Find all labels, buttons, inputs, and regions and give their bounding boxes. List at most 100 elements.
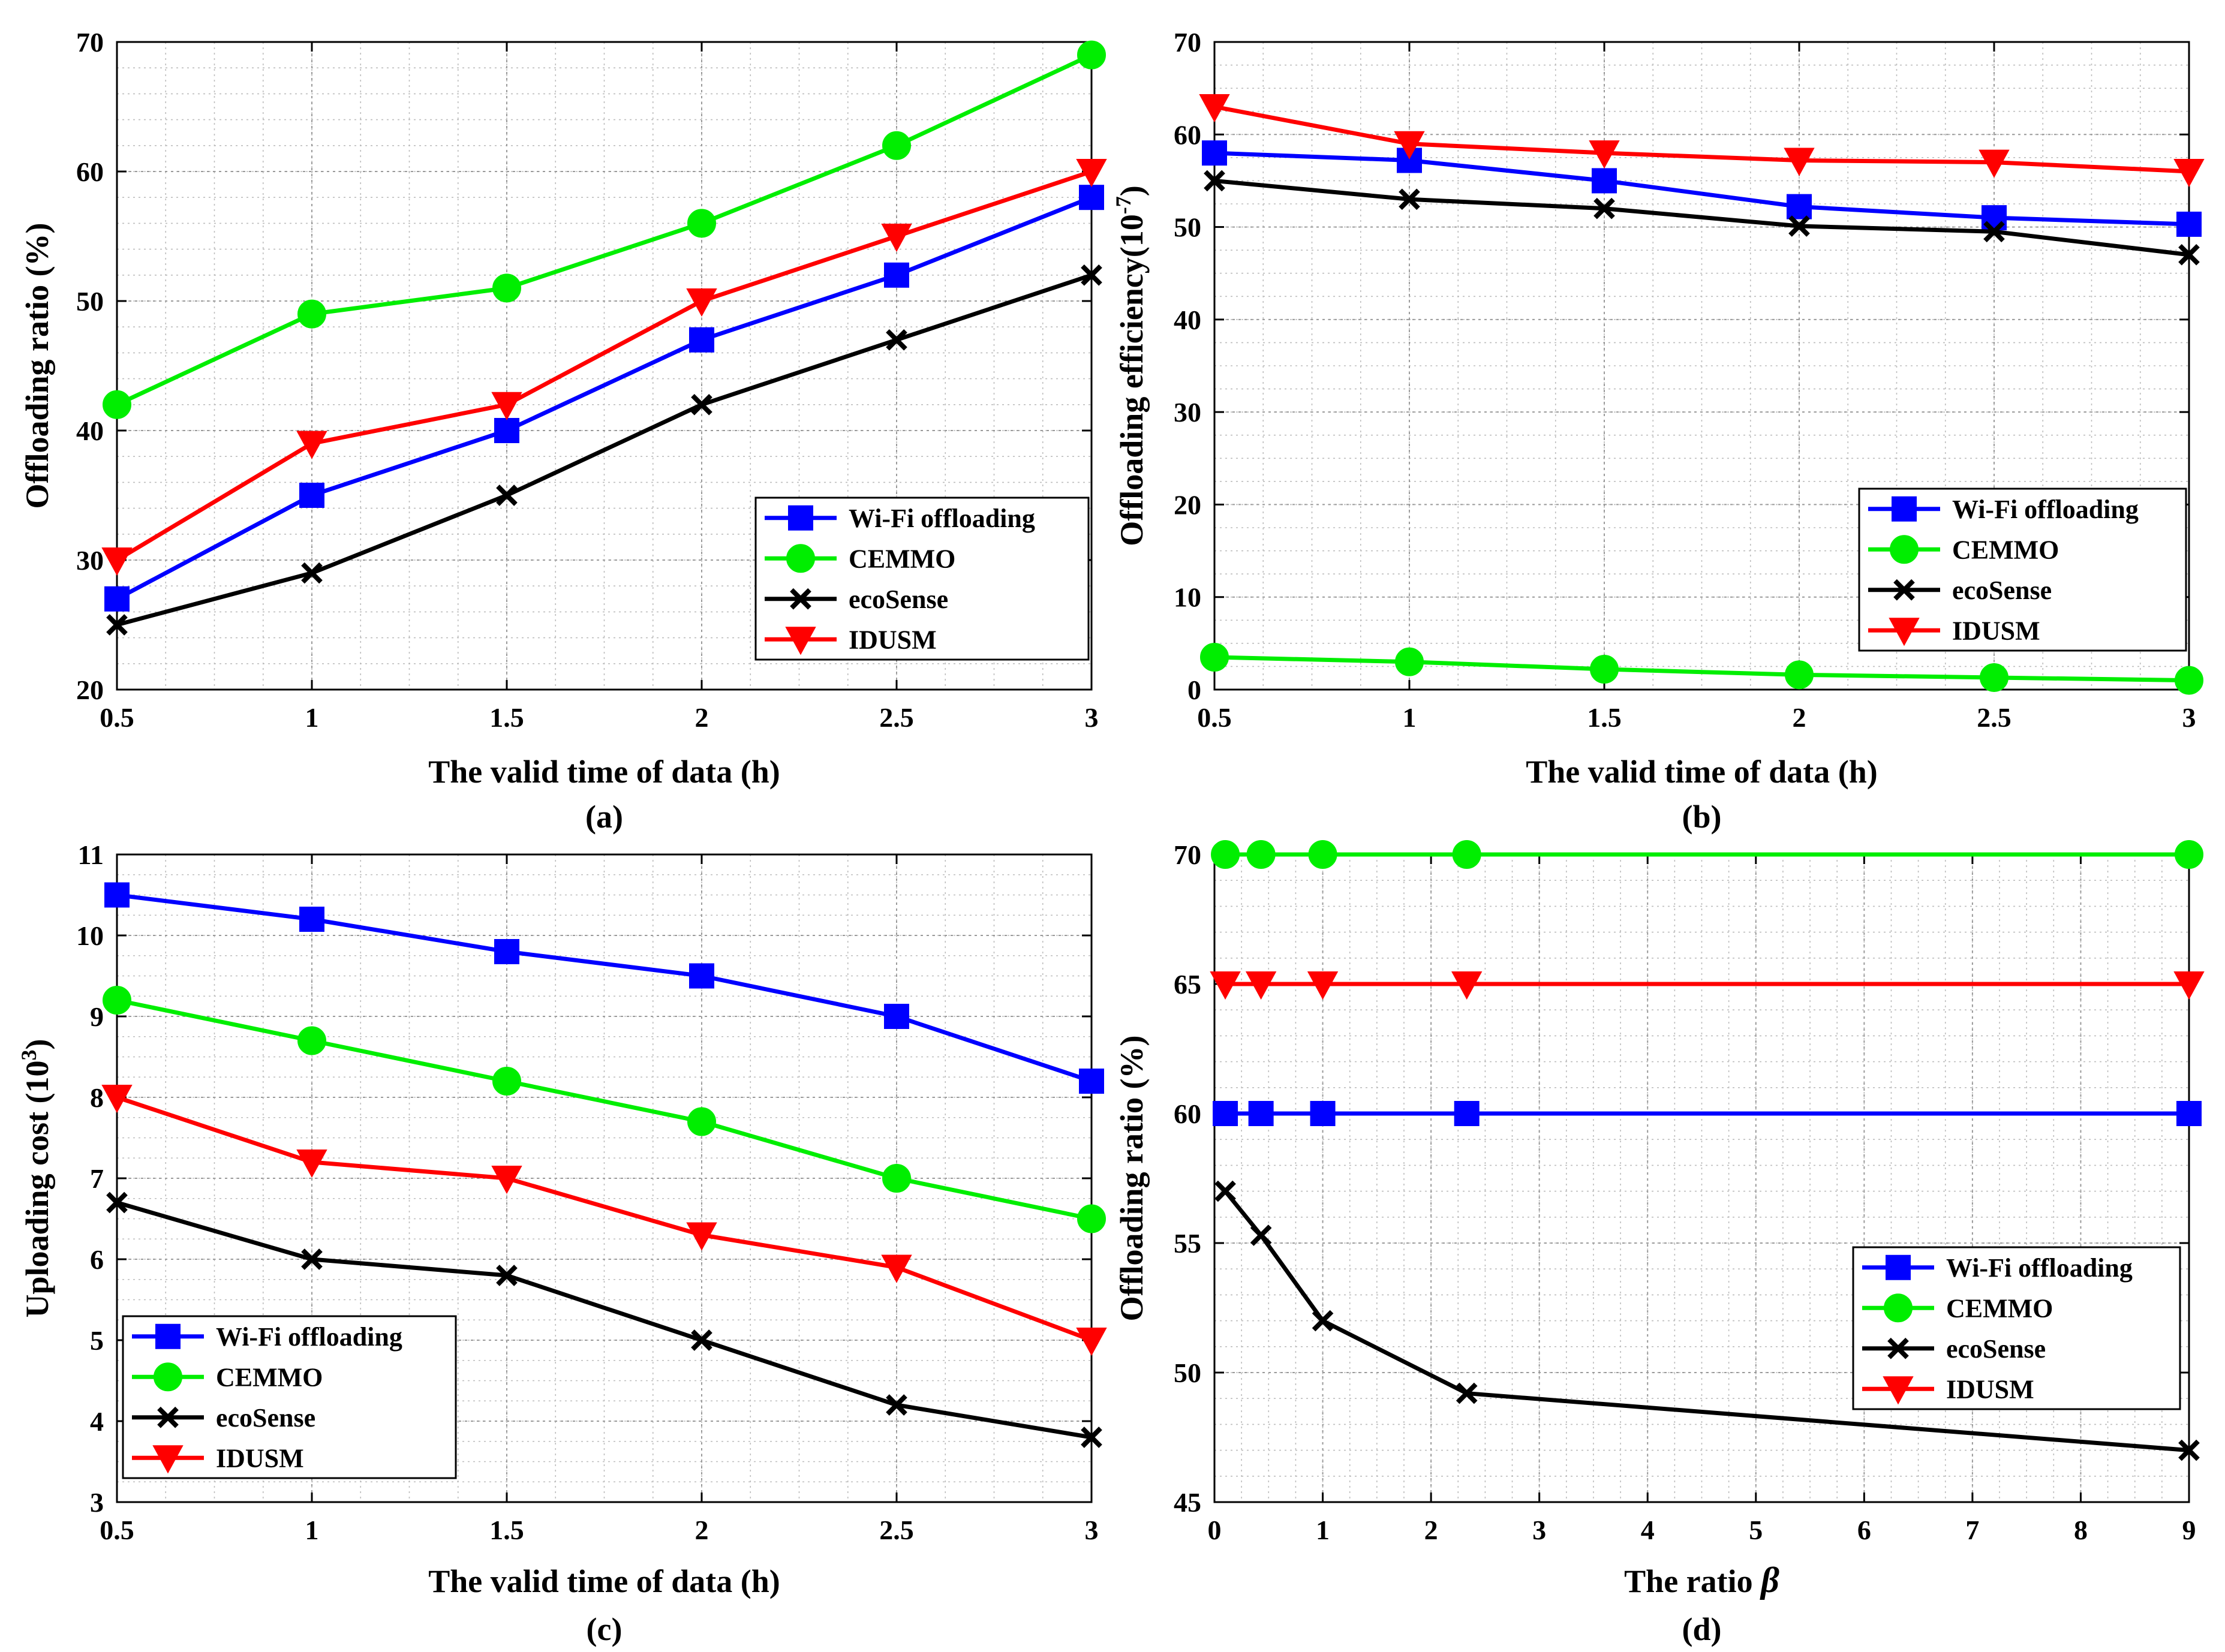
data-point-wifi [1787,194,1812,219]
y-tick-label: 70 [1174,839,1201,870]
legend-label: IDUSM [849,625,937,654]
legend-marker-wifi [155,1323,181,1349]
data-point-ecosense [886,1394,907,1416]
y-tick-label: 11 [78,839,104,870]
x-tick-label: 2.5 [1977,702,2011,733]
legend-entry-idusm: IDUSM [1868,616,2040,646]
ticks: 0.5 1 1.5 2 2.5 3 3 4 5 6 7 8 9 10 11 [76,839,1099,1545]
x-axis-title: The valid time of data (h) [428,1563,780,1599]
data-point-wifi [104,586,130,612]
data-point-idusm [1979,149,2010,178]
legend-marker-wifi [788,505,813,531]
data-point-ecosense [106,614,128,636]
y-tick-label: 8 [90,1082,104,1113]
x-tick-label: 9 [2182,1515,2196,1545]
subplot-caption: (a) [585,799,623,835]
x-tick-label: 2 [695,702,709,733]
legend-entry-ecosense: ecoSense [1862,1334,2046,1364]
data-point-wifi [689,963,714,989]
x-tick-label: 3 [1532,1515,1546,1545]
y-tick-label: 40 [1174,305,1201,335]
data-point-idusm [2173,159,2205,188]
y-axis-title: Offloading ratio (%) [19,223,55,509]
data-point-cemmo [1395,647,1424,676]
series-line-cemmo [116,998,1092,1221]
x-tick-label: 1 [305,1515,319,1545]
data-point-ecosense [301,562,323,584]
y-axis-title-exponent: -7 [1111,196,1135,214]
legend-marker-wifi [1886,1254,1911,1280]
data-point-ecosense [886,329,907,351]
data-point-idusm [1076,1328,1107,1356]
x-axis-title: The valid time of data (h) [428,754,780,790]
y-tick-label: 10 [1174,582,1201,613]
legend-entry-idusm: IDUSM [132,1443,304,1474]
series-line-idusm [116,1095,1093,1343]
series-line-ecosense [1214,178,2190,257]
legend-label: Wi-Fi offloading [216,1322,402,1352]
y-tick-label: 5 [90,1325,104,1356]
series-idusm [1210,971,2205,1000]
data-point-cemmo [1308,840,1337,869]
data-point-cemmo [492,273,521,303]
legend-label: IDUSM [1946,1374,2034,1404]
data-point-idusm [1245,971,1277,1000]
subplot-a: 0.5 1 1.5 2 2.5 3 20 30 40 50 60 70 The valid time o… [19,27,1107,835]
data-point-ecosense [496,1265,518,1286]
series-idusm [101,159,1107,576]
data-point-idusm [881,1254,912,1283]
x-tick-label: 7 [1965,1515,1979,1545]
data-point-cemmo [1246,840,1276,869]
legend-entry-ecosense: ecoSense [1868,576,2052,605]
legend-label: Wi-Fi offloading [1952,495,2139,524]
data-point-ecosense [1214,1180,1236,1202]
data-point-idusm [491,1166,522,1194]
legend-marker-ecosense [157,1406,179,1428]
data-point-cemmo [103,390,131,419]
data-point-cemmo [882,131,911,160]
subplot-caption: (c) [587,1611,623,1647]
data-point-ecosense [1250,1224,1272,1246]
data-point-idusm [1076,159,1107,188]
data-point-wifi [1592,168,1617,194]
data-point-ecosense [1456,1382,1478,1404]
y-tick-label: 55 [1174,1228,1201,1259]
series-ecosense [106,264,1102,636]
legend-entry-cemmo: CEMMO [765,544,955,573]
legend-label: ecoSense [1946,1334,2046,1364]
x-tick-label: 1 [1403,702,1417,733]
x-axis-title-symbol: β [1760,1560,1779,1600]
series-line-ecosense [116,273,1093,627]
x-axis-title: The ratio β [1624,1560,1779,1600]
data-point-idusm [686,1222,717,1251]
y-tick-label: 70 [1174,27,1201,58]
data-point-idusm [686,288,717,317]
legend-label: CEMMO [1952,535,2059,564]
legend-marker-idusm [1883,1376,1914,1405]
y-tick-label: 20 [1174,489,1201,520]
legend-label: CEMMO [849,544,955,573]
y-axis-title-text: Offloading ratio (%) [19,223,55,509]
y-tick-label: 60 [1174,119,1201,150]
legend-entry-wifi: Wi-Fi offloading [1862,1253,2133,1283]
data-point-ecosense [106,1191,128,1214]
legend-label: ecoSense [1952,576,2052,605]
data-point-idusm [296,431,327,459]
x-tick-label: 1.5 [1587,702,1622,733]
data-point-cemmo [492,1067,521,1096]
legend-marker-ecosense [790,588,811,610]
y-axis-title: Offloading ratio (%) [1114,1036,1150,1322]
data-point-wifi [104,882,130,908]
series-ecosense [106,1191,1102,1448]
series-idusm [1199,94,2205,188]
data-point-ecosense [1081,264,1102,286]
x-tick-label: 8 [2074,1515,2088,1545]
data-point-idusm [1307,971,1339,1000]
data-point-ecosense [1593,197,1615,219]
x-tick-label: 0.5 [100,702,134,733]
data-point-cemmo [687,1107,716,1136]
legend-entry-wifi: Wi-Fi offloading [1868,495,2139,524]
y-tick-label: 4 [90,1406,104,1437]
x-axis-title-text: The valid time of data (h) [428,1563,780,1599]
